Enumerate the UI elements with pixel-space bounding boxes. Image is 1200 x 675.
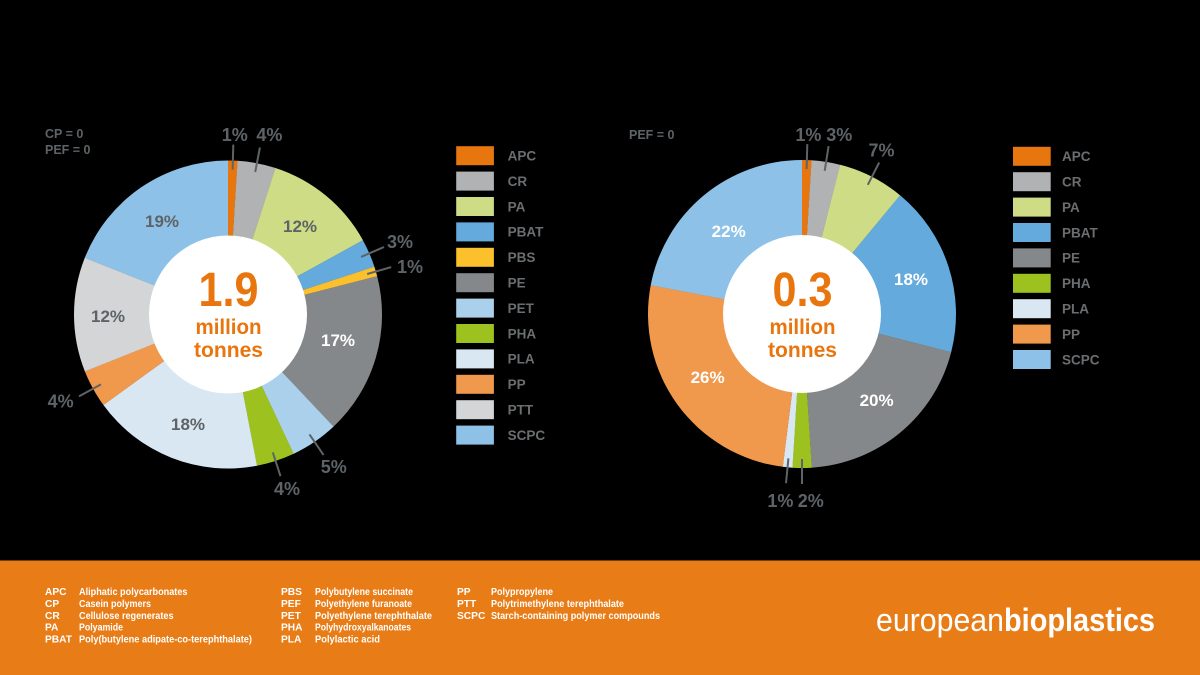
svg-text:CP = 0: CP = 0 bbox=[45, 127, 83, 141]
svg-text:PA: PA bbox=[508, 199, 526, 214]
svg-text:PEF = 0: PEF = 0 bbox=[45, 143, 91, 157]
svg-text:PE: PE bbox=[1062, 251, 1080, 266]
svg-text:europeanbioplastics: europeanbioplastics bbox=[876, 602, 1155, 638]
svg-text:SCPC: SCPC bbox=[1062, 352, 1100, 367]
svg-text:CR: CR bbox=[508, 174, 528, 189]
svg-text:Poly(butylene adipate-co-terep: Poly(butylene adipate-co-terephthalate) bbox=[79, 634, 252, 645]
svg-text:1.9: 1.9 bbox=[199, 264, 259, 317]
svg-text:19%: 19% bbox=[145, 212, 179, 231]
svg-text:7%: 7% bbox=[868, 141, 894, 161]
svg-text:PP: PP bbox=[508, 377, 526, 392]
svg-text:Polypropylene: Polypropylene bbox=[491, 587, 553, 598]
svg-text:PLA: PLA bbox=[1062, 302, 1089, 317]
svg-text:4%: 4% bbox=[48, 392, 74, 412]
svg-text:5%: 5% bbox=[321, 457, 347, 477]
svg-text:tonnes: tonnes bbox=[768, 339, 837, 362]
svg-text:18%: 18% bbox=[894, 270, 928, 289]
svg-text:PLA: PLA bbox=[508, 352, 535, 367]
svg-text:PBS: PBS bbox=[281, 587, 302, 598]
svg-text:PBAT: PBAT bbox=[45, 634, 73, 645]
svg-text:PTT: PTT bbox=[508, 403, 534, 418]
svg-text:PBAT: PBAT bbox=[508, 225, 545, 240]
svg-text:SCPC: SCPC bbox=[457, 611, 486, 622]
svg-text:PE: PE bbox=[508, 276, 526, 291]
svg-text:18%: 18% bbox=[171, 415, 205, 434]
svg-text:PBAT: PBAT bbox=[1062, 225, 1099, 240]
svg-text:4%: 4% bbox=[256, 125, 282, 145]
svg-text:Polyamide: Polyamide bbox=[79, 623, 123, 634]
svg-text:PP: PP bbox=[457, 587, 471, 598]
svg-text:PBS: PBS bbox=[508, 250, 536, 265]
svg-text:CR: CR bbox=[1062, 175, 1082, 190]
svg-text:PET: PET bbox=[281, 611, 302, 622]
svg-text:1%: 1% bbox=[222, 125, 248, 145]
svg-text:Starch-containing polymer comp: Starch-containing polymer compounds bbox=[491, 611, 660, 622]
svg-text:PLA: PLA bbox=[281, 634, 302, 645]
svg-text:APC: APC bbox=[45, 587, 67, 598]
svg-text:12%: 12% bbox=[283, 217, 317, 236]
svg-text:APC: APC bbox=[508, 149, 537, 164]
svg-text:Polyethylene terephthalate: Polyethylene terephthalate bbox=[315, 611, 432, 622]
svg-text:PHA: PHA bbox=[508, 326, 537, 341]
svg-text:1%: 1% bbox=[795, 125, 821, 145]
svg-text:Polyethylene furanoate: Polyethylene furanoate bbox=[315, 599, 412, 610]
svg-text:PHA: PHA bbox=[1062, 276, 1091, 291]
svg-text:Polytrimethylene terephthalate: Polytrimethylene terephthalate bbox=[491, 599, 624, 610]
svg-text:million: million bbox=[770, 316, 836, 339]
svg-text:APC: APC bbox=[1062, 149, 1091, 164]
svg-text:Casein polymers: Casein polymers bbox=[79, 599, 151, 610]
svg-text:Polylactic acid: Polylactic acid bbox=[315, 634, 380, 645]
svg-text:3%: 3% bbox=[826, 125, 852, 145]
svg-text:4%: 4% bbox=[274, 479, 300, 499]
svg-text:Polyhydroxyalkanoates: Polyhydroxyalkanoates bbox=[315, 623, 411, 634]
svg-text:PET: PET bbox=[508, 301, 535, 316]
svg-text:26%: 26% bbox=[691, 368, 725, 387]
svg-text:CP: CP bbox=[45, 599, 59, 610]
svg-text:PP: PP bbox=[1062, 327, 1080, 342]
svg-text:CR: CR bbox=[45, 611, 60, 622]
svg-text:Aliphatic polycarbonates: Aliphatic polycarbonates bbox=[79, 587, 188, 598]
svg-text:PEF = 0: PEF = 0 bbox=[629, 128, 675, 142]
svg-text:SCPC: SCPC bbox=[508, 428, 546, 443]
svg-text:17%: 17% bbox=[321, 331, 355, 350]
svg-text:Polybutylene succinate: Polybutylene succinate bbox=[315, 587, 413, 598]
svg-text:2%: 2% bbox=[798, 491, 824, 511]
svg-text:12%: 12% bbox=[91, 307, 125, 326]
svg-text:million: million bbox=[196, 316, 262, 339]
svg-text:1%: 1% bbox=[767, 491, 793, 511]
svg-text:PA: PA bbox=[45, 623, 59, 634]
svg-text:PHA: PHA bbox=[281, 623, 303, 634]
svg-text:22%: 22% bbox=[712, 222, 746, 241]
svg-text:20%: 20% bbox=[860, 391, 894, 410]
svg-text:tonnes: tonnes bbox=[194, 339, 263, 362]
svg-text:0.3: 0.3 bbox=[773, 264, 833, 317]
svg-text:PA: PA bbox=[1062, 200, 1080, 215]
svg-text:Cellulose regenerates: Cellulose regenerates bbox=[79, 611, 174, 622]
svg-text:1%: 1% bbox=[397, 257, 423, 277]
svg-text:PEF: PEF bbox=[281, 599, 301, 610]
svg-text:PTT: PTT bbox=[457, 599, 477, 610]
svg-text:3%: 3% bbox=[387, 232, 413, 252]
